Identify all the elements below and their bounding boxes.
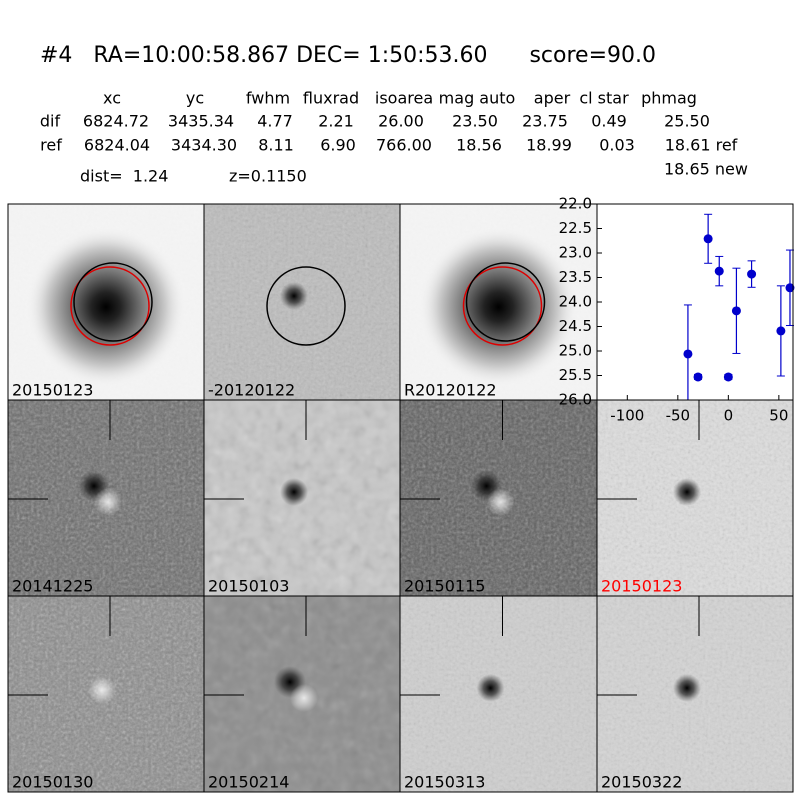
panel-label: 20150130 bbox=[12, 773, 93, 792]
panel-label: 20150115 bbox=[404, 577, 485, 596]
column-header: phmag bbox=[641, 89, 697, 108]
panel-label: -20120122 bbox=[208, 381, 295, 400]
table-cell: 6824.72 bbox=[83, 112, 149, 131]
redshift: z=0.1150 bbox=[229, 167, 307, 186]
table-cell: 18.56 bbox=[456, 136, 502, 155]
y-tick-label: 25.5 bbox=[559, 366, 592, 384]
image-panel: 20150115 bbox=[399, 399, 598, 597]
table-cell: 8.11 bbox=[258, 136, 294, 155]
phmag-new: 18.65 new bbox=[664, 160, 748, 179]
image-panel: -20120122 bbox=[203, 203, 401, 401]
data-point bbox=[714, 266, 724, 276]
source bbox=[280, 478, 308, 506]
table-cell: 0.03 bbox=[599, 136, 635, 155]
panel-label: 20150123 bbox=[12, 381, 93, 400]
panel-label: 20150313 bbox=[404, 773, 485, 792]
table-cell: 2.21 bbox=[318, 112, 354, 131]
data-point bbox=[693, 372, 703, 382]
column-header: aper bbox=[534, 89, 571, 108]
aperture-circle bbox=[266, 266, 346, 346]
table-cell: dif bbox=[40, 112, 61, 131]
x-tick-label: -50 bbox=[666, 407, 691, 425]
source bbox=[476, 674, 505, 702]
column-header: fwhm bbox=[246, 89, 290, 108]
data-point bbox=[731, 306, 741, 316]
residual bbox=[486, 488, 515, 516]
panel-label: 20150123 bbox=[601, 577, 682, 596]
residual bbox=[94, 488, 122, 516]
table-cell: 3435.34 bbox=[168, 112, 234, 131]
panel-label: 20150214 bbox=[208, 773, 289, 792]
data-point bbox=[747, 269, 757, 279]
dist: dist= 1.24 bbox=[80, 167, 168, 186]
image-panel: 20150123 bbox=[596, 399, 794, 597]
table-cell: 6824.04 bbox=[84, 136, 150, 155]
table-cell: 3434.30 bbox=[171, 136, 237, 155]
column-header: cl star bbox=[579, 89, 629, 108]
table-cell: 4.77 bbox=[257, 112, 293, 131]
residual bbox=[290, 684, 318, 712]
table-cell: 18.99 bbox=[526, 136, 572, 155]
residual bbox=[88, 676, 116, 704]
column-header: mag auto bbox=[439, 89, 516, 108]
table-cell: 26.00 bbox=[378, 112, 424, 131]
table-cell: 0.49 bbox=[591, 112, 627, 131]
table-cell: 25.50 bbox=[664, 112, 710, 131]
y-tick-label: 24.5 bbox=[559, 317, 592, 335]
image-panel: 20150130 bbox=[7, 595, 205, 793]
column-header: isoarea bbox=[375, 89, 433, 108]
y-tick-label: 24.0 bbox=[559, 293, 592, 311]
data-point bbox=[785, 283, 795, 293]
y-tick-label: 26.0 bbox=[559, 391, 592, 409]
y-tick-label: 23.5 bbox=[559, 268, 592, 286]
image-panel: 20150214 bbox=[203, 595, 401, 793]
column-header: yc bbox=[186, 89, 204, 108]
plot-background bbox=[597, 204, 793, 400]
x-tick-label: 0 bbox=[724, 407, 734, 425]
table-cell: 766.00 bbox=[376, 136, 432, 155]
column-header: fluxrad bbox=[303, 89, 359, 108]
table-cell: 23.50 bbox=[452, 112, 498, 131]
image-panel: 20150313 bbox=[399, 595, 598, 793]
aperture-circle bbox=[462, 266, 543, 346]
plot-frame bbox=[596, 203, 794, 401]
y-tick-label: 22.5 bbox=[559, 219, 592, 237]
table-cell: 6.90 bbox=[320, 136, 356, 155]
image-panel: 20150123 bbox=[7, 203, 205, 401]
light-curve: 22.0 22.5 23.0 23.5 24.0 24.5 25.0 25.5 26.0 -100… bbox=[559, 195, 795, 425]
image-grid: 20150123 -20120122 R20120122 20141225 201501… bbox=[7, 203, 794, 793]
panel-label: R20120122 bbox=[404, 381, 497, 400]
data-point bbox=[776, 326, 786, 336]
y-tick-label: 23.0 bbox=[559, 244, 592, 262]
x-tick-label: 50 bbox=[769, 407, 788, 425]
title: #4 RA=10:00:58.867 DEC= 1:50:53.60 score… bbox=[40, 43, 656, 68]
column-header: xc bbox=[103, 89, 121, 108]
x-tick-label: -100 bbox=[610, 407, 644, 425]
data-point bbox=[703, 234, 713, 244]
aperture-circle bbox=[465, 262, 546, 342]
image-panel: R20120122 bbox=[399, 203, 598, 401]
table-cell: 18.61 ref bbox=[665, 136, 738, 155]
panel-label: 20141225 bbox=[12, 577, 93, 596]
y-tick-label: 22.0 bbox=[559, 195, 592, 213]
panel-border bbox=[596, 595, 794, 793]
table-cell: ref bbox=[40, 136, 62, 155]
image-panel: 20150103 bbox=[203, 399, 401, 597]
data-point bbox=[683, 349, 693, 359]
image-panel: 20141225 bbox=[7, 399, 205, 597]
image-panel: 20150322 bbox=[596, 595, 794, 793]
data-point bbox=[723, 372, 733, 382]
table-cell: 23.75 bbox=[522, 112, 568, 131]
panel-label: 20150322 bbox=[601, 773, 682, 792]
source bbox=[280, 282, 308, 310]
aperture-circle bbox=[70, 266, 150, 346]
source bbox=[673, 674, 701, 702]
galaxy bbox=[26, 227, 186, 387]
panel-label: 20150103 bbox=[208, 577, 289, 596]
aperture-circle bbox=[73, 262, 153, 342]
source bbox=[673, 478, 701, 506]
y-tick-label: 25.0 bbox=[559, 342, 592, 360]
galaxy bbox=[418, 227, 579, 387]
